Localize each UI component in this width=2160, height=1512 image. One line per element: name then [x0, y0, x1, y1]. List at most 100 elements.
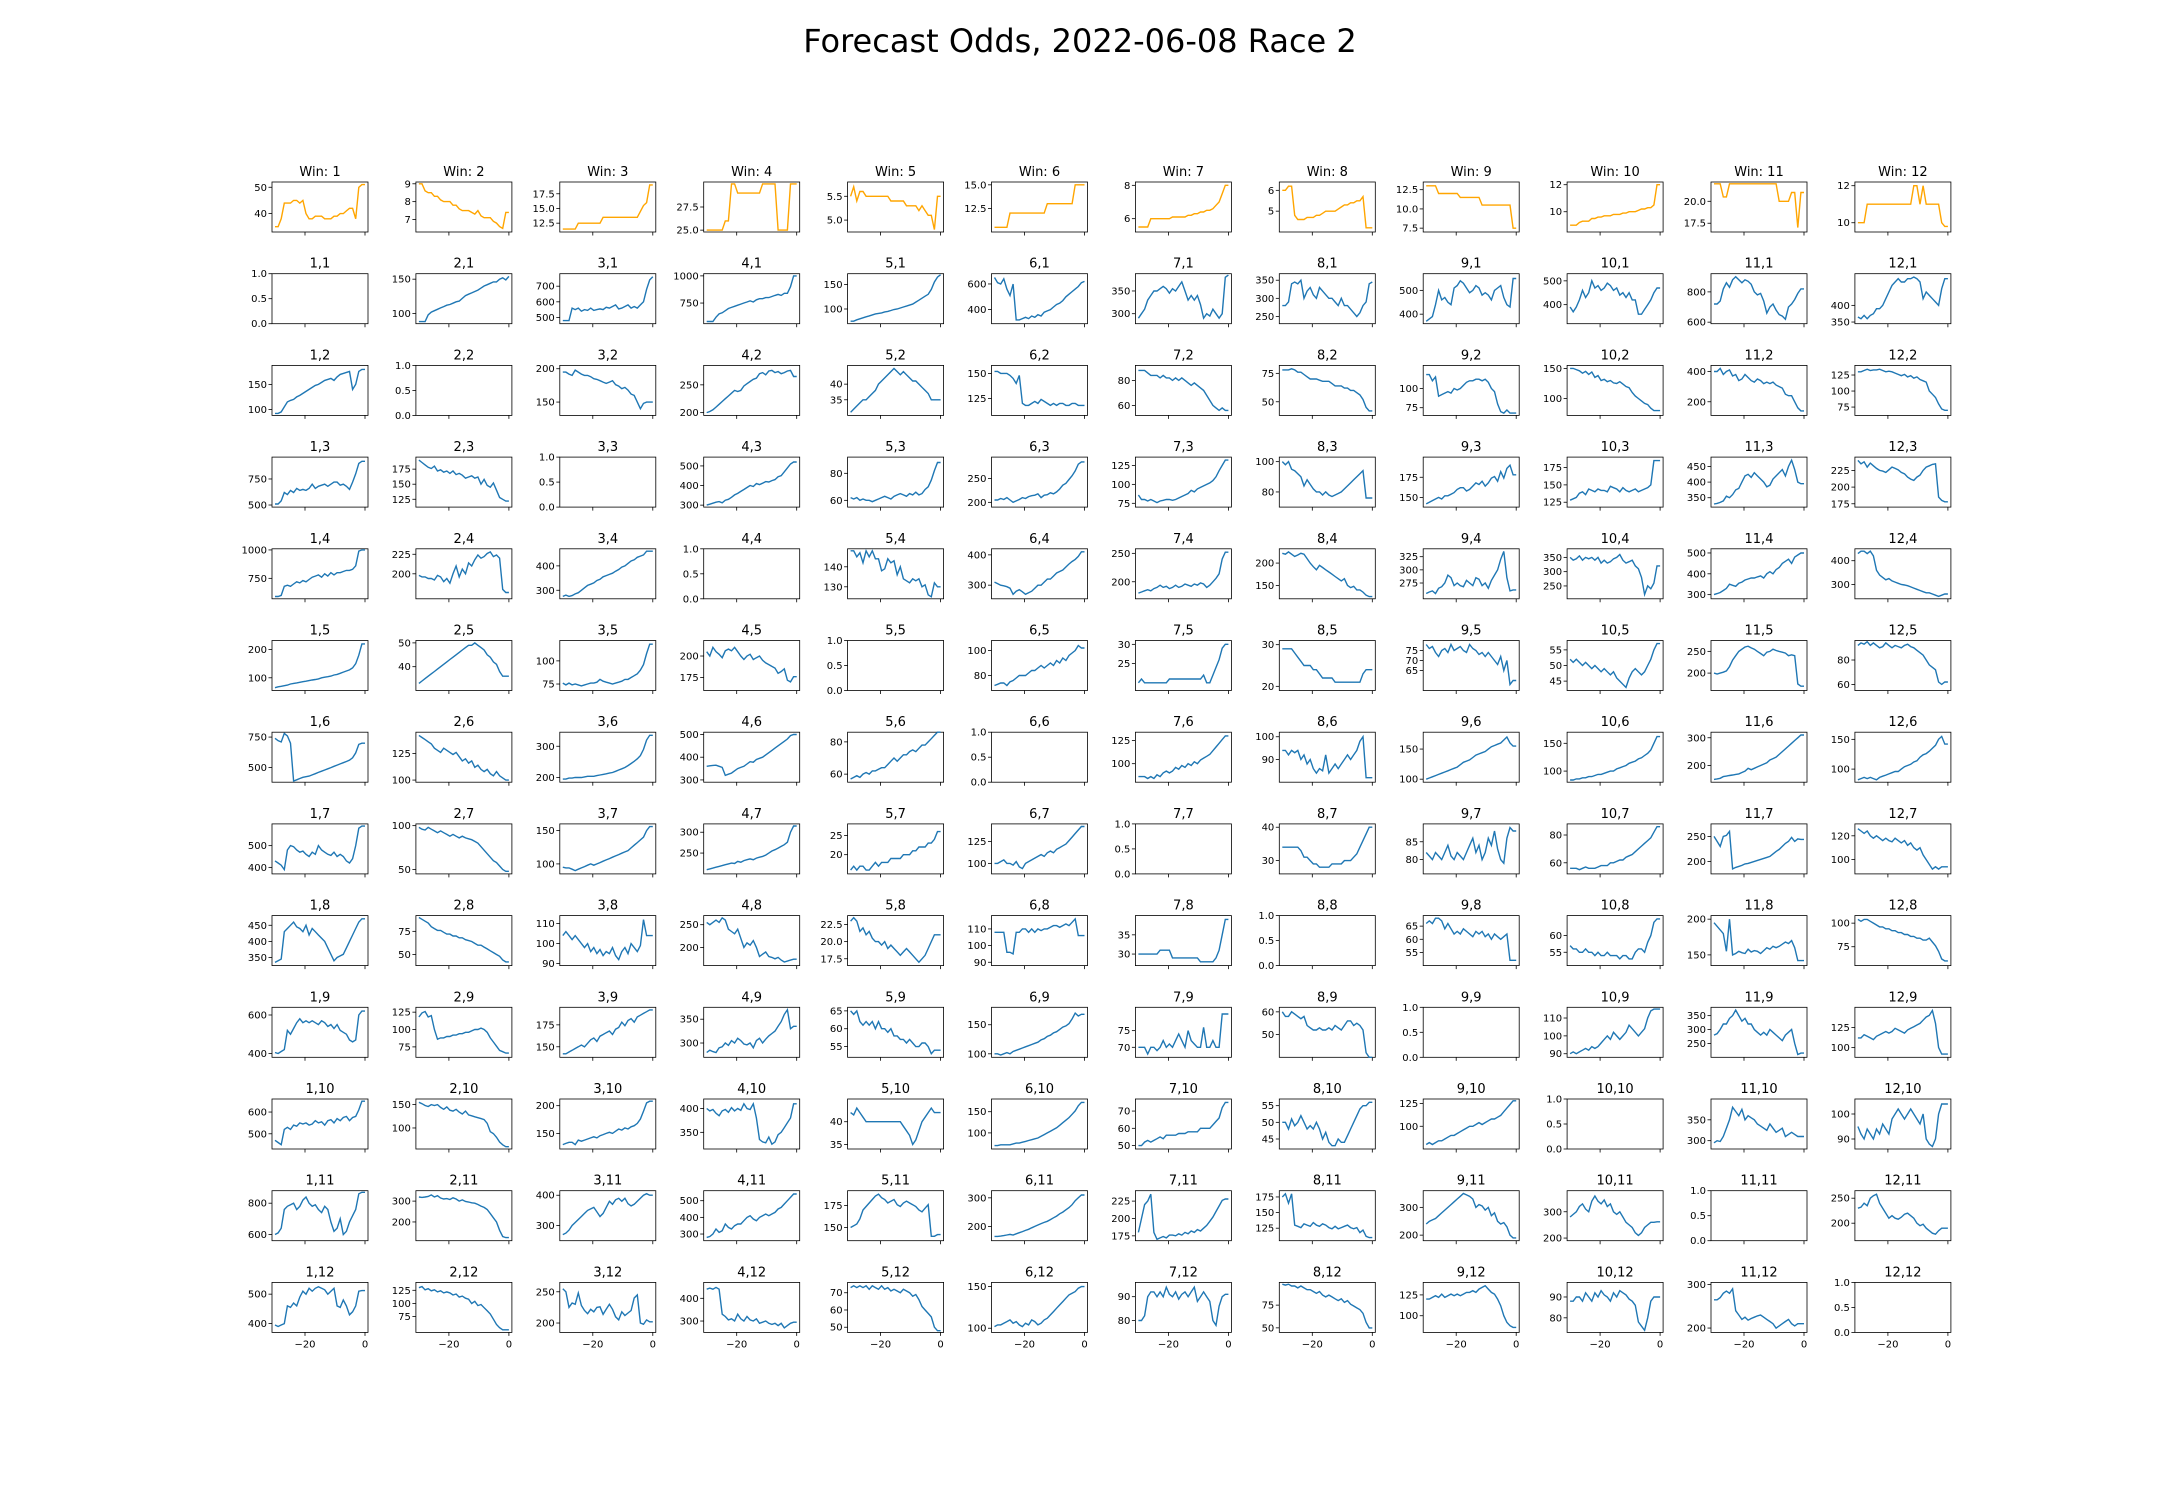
- subplot-frame: [1710, 915, 1808, 966]
- y-tick-label: 80: [1262, 487, 1275, 498]
- subplot-title: 8,7: [1317, 807, 1338, 822]
- subplot-title: 2,4: [454, 532, 475, 547]
- x-tick-label: 0: [1945, 1339, 1951, 1350]
- y-tick-label: 1000: [242, 545, 267, 556]
- subplot-frame: [1278, 1006, 1376, 1058]
- x-tick-label: −20: [1014, 1339, 1035, 1350]
- odds-series-line: [850, 830, 941, 872]
- subplot-frame: [271, 456, 369, 508]
- subplot-frame: [1566, 1098, 1664, 1150]
- subplot-frame: [1566, 273, 1664, 325]
- y-tick-label: 0.0: [1114, 869, 1130, 880]
- y-tick-label: 300: [1687, 733, 1706, 744]
- subplot-frame: [1566, 364, 1664, 416]
- y-tick-label: 400: [967, 305, 986, 316]
- subplot-title: 9,3: [1461, 440, 1482, 455]
- y-tick-label: 150: [536, 1042, 555, 1053]
- subplot-frame: [1422, 1282, 1520, 1333]
- subplot-frame: [271, 548, 369, 600]
- y-tick-label: 600: [248, 1230, 267, 1241]
- y-tick-label: 35: [830, 1140, 843, 1151]
- y-tick-label: 175: [536, 1020, 555, 1031]
- y-tick-label: 150: [536, 398, 555, 409]
- odds-series-line: [1570, 367, 1661, 412]
- subplot-1-8: 1,8 350 400 450: [248, 899, 369, 970]
- subplot-frame: [271, 915, 369, 966]
- odds-series-line: [1282, 368, 1373, 412]
- subplot-title: Win: 4: [731, 165, 772, 180]
- y-tick-label: 125: [967, 837, 986, 848]
- y-tick-label: 60: [1262, 1007, 1275, 1018]
- y-tick-label: 60: [1118, 401, 1131, 412]
- subplot-5-11: 5,11 150 175: [824, 1174, 944, 1245]
- y-tick-label: 30: [1118, 640, 1131, 651]
- subplot-4-7: 4,7 250 300: [680, 807, 801, 878]
- subplot-frame: [1854, 915, 1952, 966]
- y-tick-label: 1.0: [971, 728, 987, 739]
- subplot-title: 6,10: [1025, 1082, 1054, 1097]
- y-tick-label: 40: [830, 380, 843, 391]
- x-tick-label: 0: [794, 1339, 800, 1350]
- y-tick-label: 40: [830, 1117, 843, 1128]
- subplot-7-2: 7,2 60 80: [1118, 348, 1232, 419]
- subplot-title: 10,10: [1596, 1082, 1633, 1097]
- y-tick-label: 300: [680, 1039, 699, 1050]
- y-tick-label: 150: [824, 280, 843, 291]
- subplot-title: 2,2: [454, 348, 475, 363]
- y-tick-label: 20: [830, 850, 843, 861]
- subplot-12-5: 12,5 60 80: [1837, 624, 1952, 694]
- subplot-title: 11,1: [1745, 257, 1774, 272]
- subplot-title: 12,12: [1884, 1265, 1921, 1280]
- subplot-frame: [1854, 548, 1952, 600]
- subplot-frame: [1710, 640, 1808, 691]
- subplot-title: 1,1: [310, 257, 331, 272]
- subplot-6-6: 6,6 0.0 0.5 1.0: [971, 715, 1088, 789]
- subplot-frame: [559, 273, 657, 325]
- y-tick-label: 175: [1543, 463, 1562, 474]
- subplot-frame: [991, 1282, 1088, 1333]
- y-tick-label: 45: [1262, 1135, 1275, 1146]
- odds-series-line: [1713, 734, 1804, 781]
- subplot-frame: [415, 548, 513, 600]
- subplot-title: 6,1: [1029, 257, 1050, 272]
- y-tick-label: 70: [1118, 1043, 1131, 1054]
- odds-series-line: [1425, 826, 1517, 865]
- y-tick-label: 300: [680, 775, 699, 786]
- y-tick-label: 80: [974, 671, 987, 682]
- subplot-2-12: 2,12 −20 0 75 100 125: [392, 1265, 513, 1350]
- y-tick-label: 325: [1399, 552, 1418, 563]
- y-tick-label: 0.5: [1258, 936, 1274, 947]
- y-tick-label: 500: [248, 1129, 267, 1140]
- subplot-10-1: 10,1 400 500: [1543, 257, 1664, 328]
- y-tick-label: 800: [1687, 287, 1706, 298]
- subplot-frame: [703, 1190, 801, 1242]
- subplot-3-2: 3,2 150 200: [536, 348, 657, 419]
- subplot-11-8: 11,8 150 200: [1687, 899, 1808, 970]
- odds-series-line: [1857, 1103, 1948, 1148]
- y-tick-label: 800: [248, 1199, 267, 1210]
- subplot-5-5: 5,5 0.0 0.5 1.0: [827, 624, 944, 697]
- odds-series-line: [850, 1193, 941, 1238]
- subplot-win-9: Win: 9 7.5 10.0 12.5: [1396, 165, 1520, 236]
- y-tick-label: 50: [1262, 1323, 1275, 1334]
- subplot-title: 6,4: [1029, 532, 1050, 547]
- subplot-3-11: 3,11 300 400: [536, 1174, 657, 1245]
- subplot-4-2: 4,2 200 250: [680, 348, 801, 419]
- subplot-frame: [1710, 823, 1808, 875]
- subplot-win-8: Win: 8 5 6: [1268, 165, 1376, 236]
- y-tick-label: 125: [1111, 736, 1130, 747]
- subplot-title: 11,9: [1745, 990, 1774, 1005]
- y-tick-label: 500: [248, 501, 267, 512]
- y-tick-label: 100: [392, 776, 411, 787]
- y-tick-label: 100: [824, 304, 843, 315]
- odds-series-line: [562, 1100, 653, 1146]
- odds-series-line: [418, 550, 509, 594]
- y-tick-label: 100: [1543, 767, 1562, 778]
- y-tick-label: 400: [248, 1319, 267, 1330]
- y-tick-label: 9: [405, 179, 411, 190]
- y-tick-label: 150: [967, 1282, 986, 1293]
- x-tick-label: 0: [1081, 1339, 1087, 1350]
- subplot-5-9: 5,9 55 60 65: [830, 990, 944, 1061]
- x-tick-label: −20: [726, 1339, 747, 1350]
- y-tick-label: 0.5: [1546, 1120, 1562, 1131]
